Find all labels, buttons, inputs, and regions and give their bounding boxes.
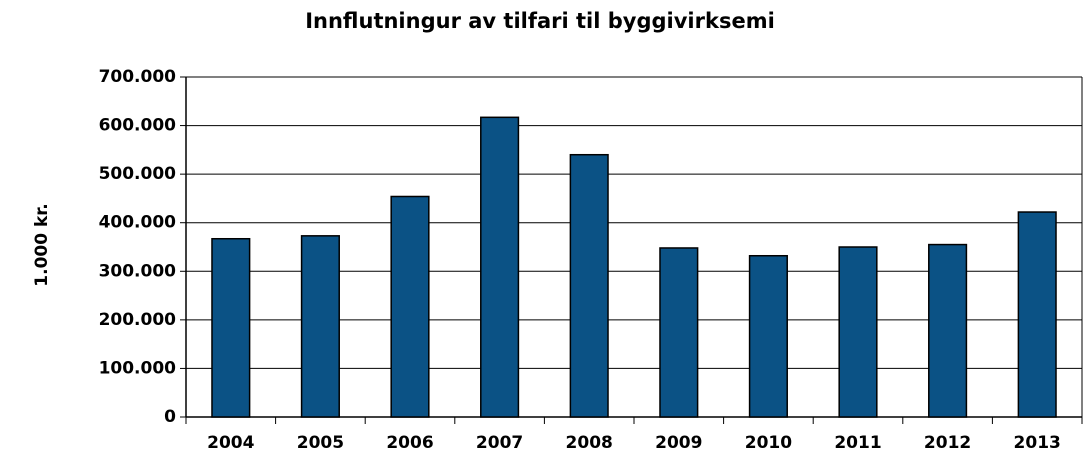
- chart-title: Innflutningur av tilfari til byggivirkse…: [305, 9, 775, 33]
- bar: [211, 237, 251, 418]
- x-tick-label: 2011: [834, 433, 881, 453]
- y-tick-label: 300.000: [99, 261, 177, 281]
- y-tick-label: 700.000: [99, 67, 177, 87]
- x-tick-label: 2007: [476, 433, 523, 453]
- x-tick-label: 2008: [566, 433, 613, 453]
- x-tick-label: 2010: [745, 433, 792, 453]
- x-tick-label: 2013: [1014, 433, 1061, 453]
- y-tick-label: 500.000: [99, 164, 177, 184]
- y-tick-label: 0: [164, 407, 176, 427]
- bar: [928, 243, 968, 418]
- bar: [659, 247, 699, 418]
- y-tick-label: 200.000: [99, 310, 177, 330]
- y-tick-label: 100.000: [99, 358, 177, 378]
- x-tick-label: 2009: [655, 433, 702, 453]
- bar: [1017, 211, 1057, 418]
- x-tick-label: 2005: [297, 433, 344, 453]
- bar: [480, 116, 520, 418]
- bar: [390, 195, 430, 418]
- y-tick-label: 400.000: [99, 213, 177, 233]
- bar: [569, 153, 609, 418]
- bar: [838, 246, 878, 418]
- x-tick-label: 2012: [924, 433, 971, 453]
- bar: [300, 235, 340, 418]
- bar: [748, 254, 788, 418]
- x-tick-label: 2006: [386, 433, 433, 453]
- y-tick-label: 600.000: [99, 116, 177, 136]
- x-tick-label: 2004: [207, 433, 254, 453]
- y-axis-label: 1.000 kr.: [32, 203, 52, 286]
